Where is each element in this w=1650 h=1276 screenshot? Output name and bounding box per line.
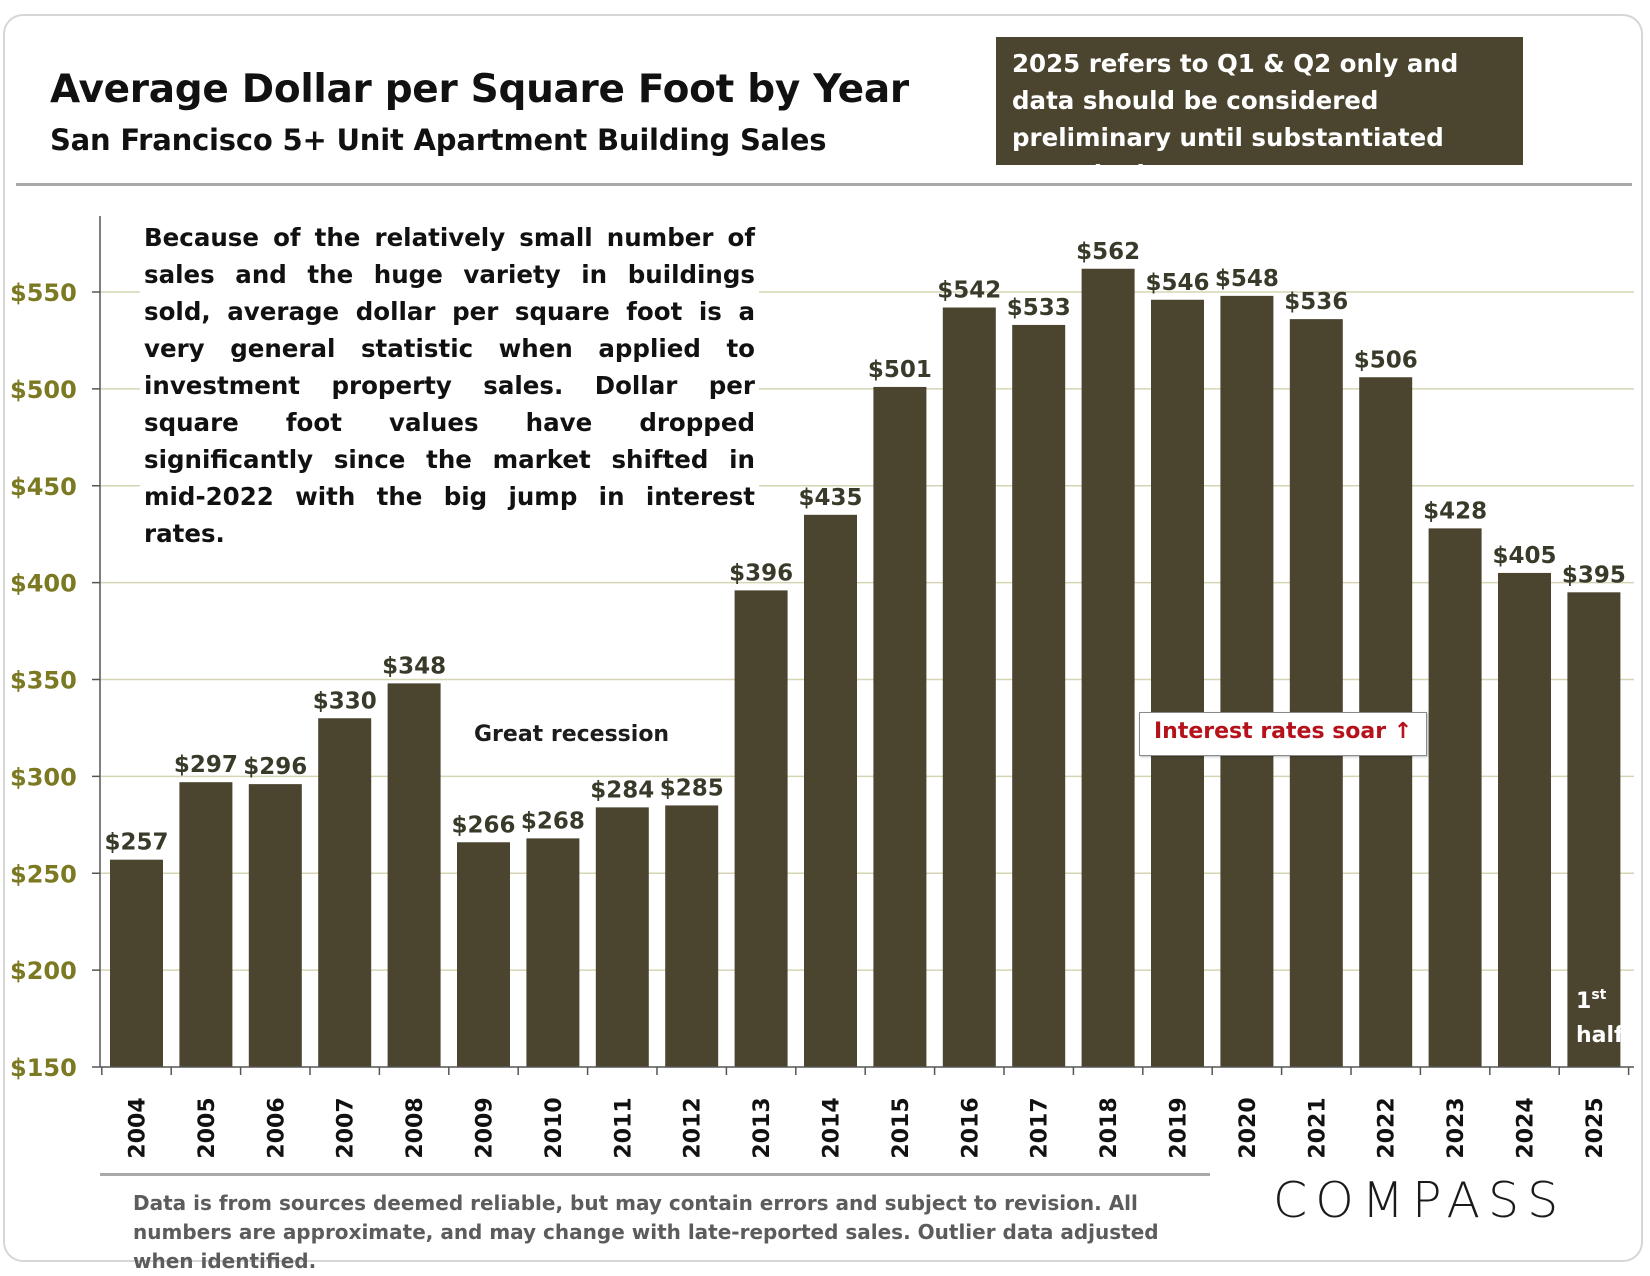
x-category-label: 2019	[1167, 1097, 1192, 1158]
bar-value-label: $536	[1284, 289, 1348, 315]
bar	[873, 386, 927, 1067]
bar	[387, 683, 441, 1067]
value-labels: $257 $297 $296 $330$348 $266 $268$284 $285 $396…	[104, 239, 1625, 856]
x-category-label: 2011	[611, 1097, 636, 1158]
x-category-label: 2007	[334, 1097, 359, 1158]
bar-value-label: $268	[521, 808, 585, 834]
bar-value-label: $395	[1562, 562, 1626, 588]
bar-value-label: $330	[313, 688, 377, 714]
bar	[1498, 572, 1551, 1067]
x-category-label: 2012	[681, 1097, 706, 1158]
x-category-label: 2014	[820, 1097, 845, 1158]
bar	[1428, 528, 1482, 1067]
bar	[248, 784, 302, 1067]
bar-value-label: $285	[660, 775, 724, 801]
bar-value-label: $284	[590, 777, 654, 803]
bar	[179, 782, 233, 1067]
half-number: 1	[1576, 989, 1592, 1014]
x-category-label: 2017	[1028, 1097, 1053, 1158]
bar-chart: $150 $200 $250 $300 $350 $400 $450 $500 $550 2004…	[10, 216, 1634, 1159]
chart-subtitle: San Francisco 5+ Unit Apartment Building…	[50, 123, 827, 157]
bar-value-label: $297	[174, 752, 238, 778]
compass-logo: COMPASS	[1273, 1172, 1567, 1229]
bar-value-label: $296	[243, 754, 307, 780]
commentary-text: Because of the relatively small number o…	[140, 219, 759, 552]
great-recession-label: Great recession	[474, 722, 670, 747]
x-category-label: 2013	[750, 1097, 775, 1158]
bar	[110, 859, 163, 1067]
x-category-label: 2009	[473, 1097, 498, 1158]
y-tick-label: $250	[10, 860, 77, 888]
x-category-label: 2018	[1097, 1097, 1122, 1158]
bar	[734, 590, 788, 1067]
interest-rates-callout: Interest rates soar ↑	[1139, 712, 1428, 756]
x-category-label: 2023	[1444, 1097, 1469, 1158]
axes: $150 $200 $250 $300 $350 $400 $450 $500 $550 2004…	[10, 216, 1634, 1159]
x-category-label: 2025	[1583, 1097, 1608, 1158]
y-tick-label: $150	[10, 1054, 77, 1082]
x-category-label: 2006	[264, 1097, 289, 1158]
bar	[1220, 295, 1274, 1067]
bar	[804, 514, 857, 1067]
x-category-label: 2015	[889, 1097, 914, 1158]
x-category-label: 2022	[1375, 1097, 1400, 1158]
bar	[318, 718, 372, 1067]
bar-value-label: $501	[868, 357, 932, 383]
preliminary-data-note: 2025 refers to Q1 & Q2 only and data sho…	[996, 37, 1523, 189]
bar	[1567, 592, 1621, 1067]
y-tick-label: $400	[10, 570, 77, 598]
bar	[942, 307, 996, 1067]
bar	[595, 807, 649, 1067]
data-disclaimer: Data is from sources deemed reliable, bu…	[133, 1191, 1159, 1273]
bar-value-label: $542	[937, 278, 1001, 304]
bar-value-label: $548	[1215, 266, 1279, 292]
bar-value-label: $506	[1354, 347, 1418, 373]
bar	[1289, 319, 1343, 1067]
bar-value-label: $405	[1492, 543, 1556, 569]
x-category-label: 2021	[1305, 1097, 1330, 1158]
x-category-label: 2008	[403, 1097, 428, 1158]
bar-value-label: $562	[1076, 239, 1140, 265]
x-category-label: 2004	[126, 1097, 151, 1158]
x-category-label: 2016	[958, 1097, 983, 1158]
bar-value-label: $266	[451, 812, 515, 838]
x-category-label: 2020	[1236, 1097, 1261, 1158]
bar-value-label: $348	[382, 653, 446, 679]
half-suffix: st	[1591, 987, 1607, 1003]
footer-divider	[100, 1173, 1210, 1176]
bar-value-label: $533	[1007, 295, 1071, 321]
bar	[457, 842, 510, 1067]
x-category-label: 2024	[1514, 1097, 1539, 1158]
y-tick-label: $350	[10, 667, 77, 695]
x-category-label: 2010	[542, 1097, 567, 1158]
y-tick-label: $550	[10, 279, 77, 307]
y-tick-label: $300	[10, 763, 77, 791]
bar	[1081, 268, 1135, 1067]
chart-title: Average Dollar per Square Foot by Year	[50, 67, 909, 112]
bar	[526, 838, 580, 1067]
bar	[1151, 299, 1204, 1067]
y-tick-label: $450	[10, 473, 77, 501]
bar-value-label: $257	[104, 830, 168, 856]
bar	[665, 805, 719, 1067]
bars	[110, 268, 1621, 1067]
y-tick-label: $500	[10, 376, 77, 404]
bar	[1012, 324, 1066, 1067]
bar-value-label: $396	[729, 560, 793, 586]
bar-value-label: $435	[798, 485, 862, 511]
bar-value-label: $428	[1423, 498, 1487, 524]
first-half-note: 1st half	[1576, 978, 1624, 1053]
y-tick-label: $200	[10, 957, 77, 985]
x-category-label: 2005	[195, 1097, 220, 1158]
header-divider	[16, 183, 1632, 186]
bar-value-label: $546	[1145, 270, 1209, 296]
half-word: half	[1576, 1023, 1624, 1048]
